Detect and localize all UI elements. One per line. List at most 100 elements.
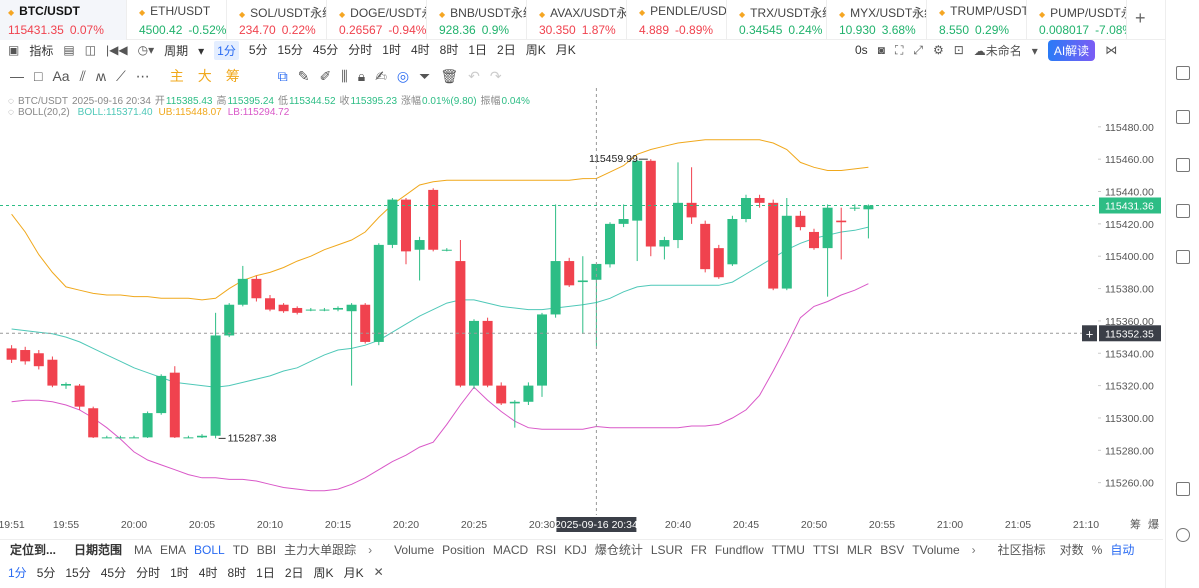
sub-indicator[interactable]: Position xyxy=(442,542,485,557)
share-icon[interactable]: ⋈ xyxy=(1105,43,1118,57)
main-indicator[interactable]: TD xyxy=(232,542,249,557)
save-icon[interactable]: ⊡ xyxy=(953,43,964,57)
interval-button[interactable]: 1日 xyxy=(256,565,275,580)
side-icon[interactable] xyxy=(1176,528,1190,542)
ticker-tab[interactable]: ◆ PENDLE/USDT 4.889 -0.89% xyxy=(627,0,727,40)
main-indicator[interactable]: 主力大单跟踪 xyxy=(284,543,357,557)
sub-indicator[interactable]: Fundflow xyxy=(714,542,764,557)
layout-icon[interactable]: ◫ xyxy=(84,43,97,57)
interval-button[interactable]: 分时 xyxy=(348,42,373,57)
interval-button[interactable]: 8时 xyxy=(227,565,247,580)
interval-button[interactable]: 5分 xyxy=(248,42,268,57)
drawing-tool[interactable]: 主 xyxy=(169,68,184,84)
interval-button[interactable]: 1日 xyxy=(468,42,488,57)
interval-button[interactable]: 45分 xyxy=(100,565,127,580)
interval-button[interactable]: 月K xyxy=(343,565,364,580)
locate-button[interactable]: 定位到... xyxy=(10,543,57,557)
interval-button[interactable]: 1时 xyxy=(170,565,189,580)
replay-icon[interactable]: |◀◀ xyxy=(106,43,128,57)
side-icon[interactable] xyxy=(1176,482,1190,496)
ticker-tab[interactable]: ◆ AVAX/USDT永续 30.350 1.87% xyxy=(527,0,627,40)
tool-delete[interactable]: 🗑︎ xyxy=(440,67,459,84)
interval-button[interactable]: 15分 xyxy=(65,565,91,580)
community-button[interactable]: 社区指标 xyxy=(997,543,1046,557)
interval-button[interactable]: 5分 xyxy=(36,565,56,580)
tool-copy[interactable]: ⧉ xyxy=(277,67,288,84)
interval-button[interactable]: 8时 xyxy=(439,42,459,57)
ticker-tab[interactable]: ◆ SOL/USDT永续 234.70 0.22% xyxy=(227,0,327,40)
tool-text[interactable]: Aa xyxy=(52,68,70,84)
ticker-tab[interactable]: ◆ BNB/USDT永续 928.36 0.9% xyxy=(427,0,527,40)
ticker-tab[interactable]: ◆ DOGE/USDT永续 0.26567 -0.94% xyxy=(327,0,427,40)
ticker-tab[interactable]: ◆ MYX/USDT永续 10.930 3.68% xyxy=(827,0,927,40)
tool-pen[interactable]: ✎ xyxy=(297,67,310,84)
indicator-button[interactable]: 指标 xyxy=(29,43,54,58)
tool-edit[interactable]: ✍ xyxy=(375,67,387,84)
tool-pattern[interactable]: ʍ xyxy=(95,68,106,84)
side-icon[interactable] xyxy=(1176,158,1190,172)
percent-button[interactable]: % xyxy=(1091,542,1103,557)
camera-icon[interactable]: ◙ xyxy=(877,43,885,57)
interval-button[interactable]: 2日 xyxy=(284,565,304,580)
log-button[interactable]: 对数 xyxy=(1059,543,1084,557)
interval-button[interactable]: 月K xyxy=(555,42,576,57)
interval-button[interactable]: 1分 xyxy=(8,565,27,580)
main-indicator[interactable]: MA xyxy=(134,542,153,557)
auto-button[interactable]: 自动 xyxy=(1110,543,1135,557)
tool-candle[interactable]: ⫼ xyxy=(341,67,348,84)
side-icon[interactable] xyxy=(1176,250,1190,264)
tool-more[interactable]: ⋯ xyxy=(135,67,150,84)
sub-indicator[interactable]: MACD xyxy=(492,542,529,557)
ticker-tab[interactable]: ◆ BTC/USDT 115431.35 0.07% xyxy=(0,0,127,40)
sub-indicator[interactable]: TTMU xyxy=(771,542,805,557)
close-button[interactable]: ✕ xyxy=(373,565,384,579)
sub-indicator[interactable]: BSV xyxy=(880,542,905,557)
clock-icon[interactable]: ◷▾ xyxy=(137,43,155,57)
tool-magnet[interactable]: ◎ xyxy=(396,67,410,84)
interval-button[interactable]: 15分 xyxy=(277,42,303,57)
side-icon[interactable] xyxy=(1176,110,1190,124)
interval-button[interactable]: 周K xyxy=(313,565,334,580)
tool-fib[interactable]: ⫽ xyxy=(79,67,86,84)
tool-ray[interactable]: ⟋ xyxy=(115,67,126,84)
sub-indicator[interactable]: TVolume xyxy=(912,542,960,557)
ticker-tab[interactable]: ◆ TRX/USDT永续 0.34545 0.24% xyxy=(727,0,827,40)
calendar-icon[interactable]: ▤ xyxy=(63,43,75,57)
tool-lock[interactable]: 🔒︎ xyxy=(357,67,366,84)
interval-button[interactable]: 分时 xyxy=(136,565,161,580)
tool-filter[interactable]: ⏷ xyxy=(419,67,431,84)
cloud-icon[interactable]: ☁未命名 ▾ xyxy=(973,43,1038,58)
fullscreen-icon[interactable]: ⛶ xyxy=(894,42,904,57)
tool-rect[interactable]: □ xyxy=(34,68,43,84)
period-button[interactable]: 周期 ▾ xyxy=(164,43,205,58)
sub-indicator[interactable]: RSI xyxy=(536,542,557,557)
sub-indicator[interactable]: 爆仓统计 xyxy=(594,543,643,557)
ticker-tab[interactable]: ◆ TRUMP/USDT 8.550 0.29% xyxy=(927,0,1027,40)
ai-button[interactable]: AI解读 xyxy=(1047,39,1096,61)
interval-button[interactable]: 4时 xyxy=(410,42,430,57)
sub-indicator[interactable]: MLR xyxy=(846,542,873,557)
interval-button[interactable]: 1时 xyxy=(382,42,401,57)
sub-indicator[interactable]: LSUR xyxy=(650,542,683,557)
tool-redo[interactable]: ↷ xyxy=(489,67,502,84)
expand-icon[interactable]: ⤢ xyxy=(913,42,923,57)
ticker-tab[interactable]: ◆ PUMP/USDT永续 0.008017 -7.08% xyxy=(1027,0,1127,40)
side-icon[interactable] xyxy=(1176,66,1190,80)
sub-indicator[interactable]: FR xyxy=(690,542,707,557)
side-icon[interactable] xyxy=(1176,204,1190,218)
add-tab[interactable]: + xyxy=(1135,8,1146,28)
sub-indicator[interactable]: Volume xyxy=(394,542,435,557)
tool-line[interactable]: — xyxy=(10,68,24,84)
ticker-tab[interactable]: ◆ ETH/USDT 4500.42 -0.52% xyxy=(127,0,227,40)
main-indicator[interactable]: EMA xyxy=(160,542,187,557)
drawing-tool[interactable]: 筹 xyxy=(225,68,240,84)
main-indicator[interactable]: BBI xyxy=(256,542,277,557)
interval-button[interactable]: 2日 xyxy=(497,42,516,57)
tool-undo[interactable]: ↶ xyxy=(468,67,480,84)
main-indicator[interactable]: BOLL xyxy=(194,542,225,557)
settings-icon[interactable]: ⚙ xyxy=(932,43,944,57)
sub-indicator[interactable]: KDJ xyxy=(564,542,587,557)
interval-button[interactable]: 周K xyxy=(525,42,546,57)
interval-button[interactable]: 45分 xyxy=(312,42,339,57)
sub-indicator[interactable]: TTSI xyxy=(812,542,839,557)
